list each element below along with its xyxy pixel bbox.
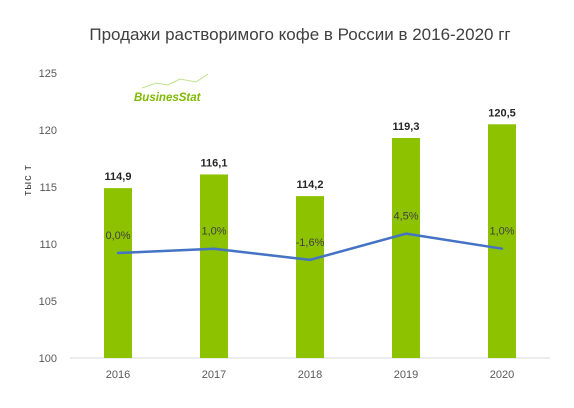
- bar: [200, 174, 228, 358]
- line-series: [116, 232, 504, 262]
- logo-text: BusinesStat: [134, 92, 202, 104]
- chart-title: Продажи растворимого кофе в России в 201…: [89, 25, 510, 44]
- bar-labels: 114,9 116,1 114,2 119,3 120,5: [105, 107, 516, 191]
- line-point: [116, 251, 120, 255]
- line-value-label: 4,5%: [393, 211, 418, 223]
- bar: [488, 124, 516, 358]
- logo-line-icon: [141, 73, 209, 89]
- y-tick-label: 100: [39, 353, 57, 365]
- line-value-label: 0,0%: [105, 230, 130, 242]
- bar-value-label: 114,2: [297, 179, 324, 191]
- y-axis: 100 105 110 115 120 125: [39, 68, 57, 365]
- line-point: [308, 258, 312, 262]
- bar-value-label: 120,5: [488, 107, 516, 119]
- x-tick-label: 2017: [202, 369, 226, 381]
- x-tick-label: 2016: [106, 369, 130, 381]
- y-axis-label: тыс т: [22, 164, 34, 196]
- y-tick-label: 120: [39, 125, 57, 137]
- bar: [296, 196, 324, 358]
- line-value-label: 1,0%: [489, 226, 514, 238]
- bar-value-label: 114,9: [105, 171, 132, 183]
- line-point: [500, 247, 504, 250]
- bar-value-label: 116,1: [201, 157, 228, 169]
- x-axis: 2016 2017 2018 2019 2020: [106, 369, 514, 381]
- y-tick-label: 105: [39, 296, 57, 308]
- bar: [104, 188, 132, 358]
- bar: [392, 137, 420, 358]
- bar-value-label: 119,3: [393, 121, 420, 133]
- x-tick-label: 2020: [490, 369, 514, 381]
- bar-series: [104, 124, 516, 358]
- logo: BusinesStat: [134, 73, 209, 104]
- line-point: [404, 232, 408, 235]
- line-value-label: -1,6%: [296, 237, 325, 249]
- line-value-label: 1,0%: [201, 226, 226, 238]
- x-tick-label: 2019: [394, 369, 418, 381]
- line-labels: 0,0% 1,0% -1,6% 4,5% 1,0%: [105, 211, 514, 249]
- y-tick-label: 110: [39, 239, 57, 251]
- line-point: [212, 247, 216, 250]
- x-tick-label: 2018: [298, 369, 322, 381]
- y-tick-label: 115: [39, 182, 57, 194]
- y-tick-label: 125: [39, 68, 57, 80]
